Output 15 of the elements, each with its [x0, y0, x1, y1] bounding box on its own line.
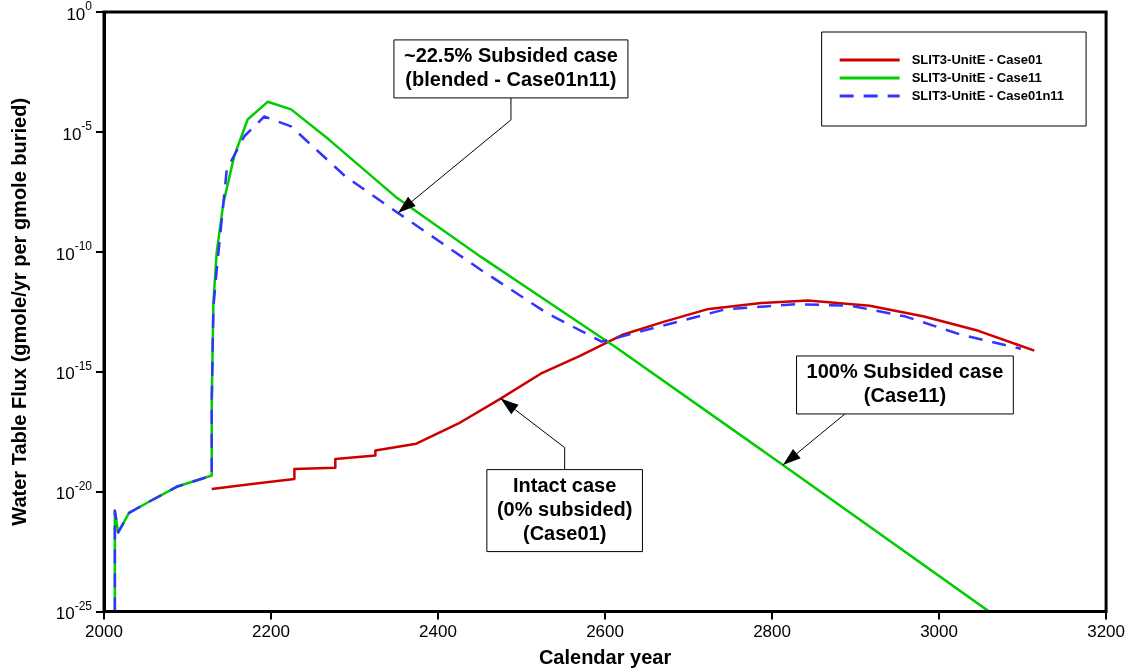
x-axis-title: Calendar year	[538, 645, 672, 668]
legend-label: SLIT3-UnitE - Case01n11	[911, 87, 1065, 103]
y-axis-title: Water Table Flux (gmole/yr per gmole buried)	[7, 97, 30, 526]
legend-label: SLIT3-UnitE - Case11	[911, 69, 1042, 85]
annotation: ~22.5% Subsided case (blended - Case01n11)	[403, 44, 618, 91]
x-tick-label: 2600	[586, 622, 624, 642]
annotation: Intact case (0% subsided) (Case01)	[496, 474, 633, 545]
x-tick-label: 3200	[1087, 622, 1125, 642]
x-tick-label: 2400	[419, 622, 457, 642]
annotation: 100% Subsided case (Case11)	[806, 360, 1004, 407]
x-tick-label: 2000	[85, 622, 123, 642]
x-tick-label: 2800	[753, 622, 791, 642]
x-tick-label: 3000	[920, 622, 958, 642]
legend-label: SLIT3-UnitE - Case01	[911, 51, 1043, 67]
x-tick-label: 2200	[252, 622, 290, 642]
